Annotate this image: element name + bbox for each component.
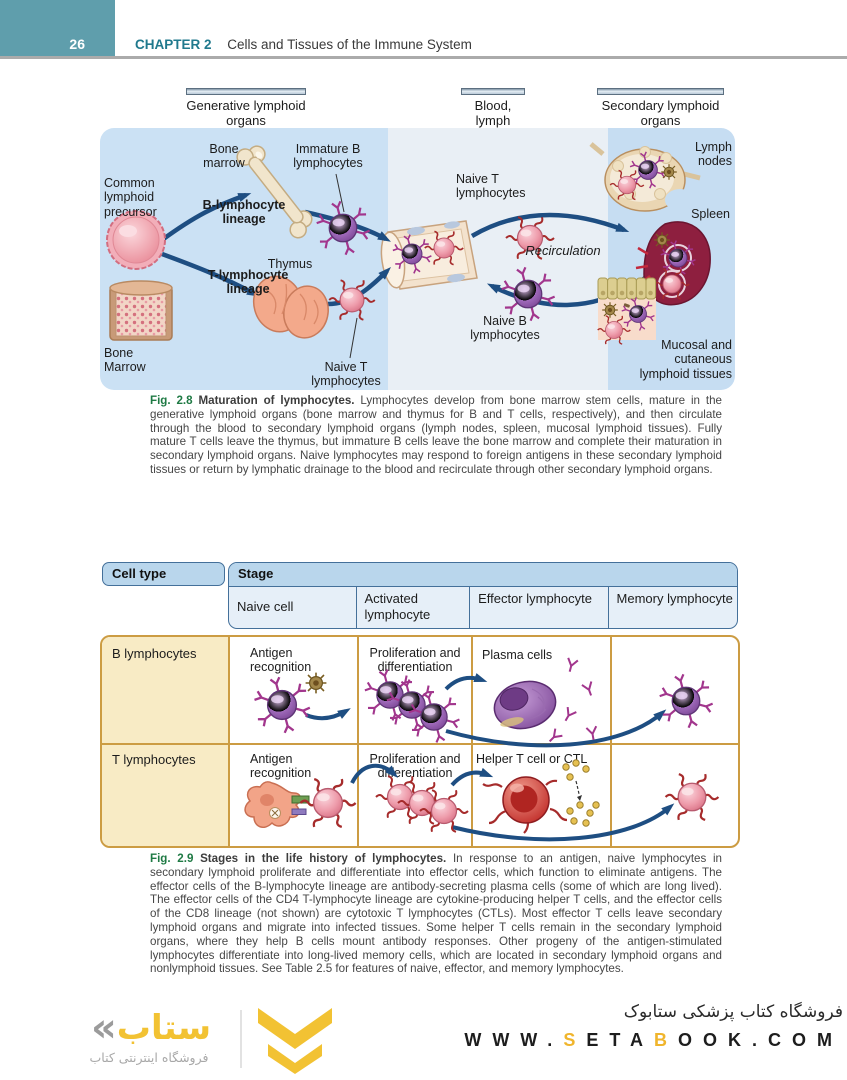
b-naive-stage-label: Antigen recognition	[250, 646, 312, 675]
label-naive-b-lymphocytes: Naive B lymphocytes	[470, 314, 540, 343]
chapter-title: Cells and Tissues of the Immune System	[227, 37, 472, 52]
row-divider	[102, 743, 738, 745]
figure-2-9-caption: Fig. 2.9 Stages in the life history of l…	[150, 852, 722, 976]
antigen-presenting-cell-icon	[244, 781, 310, 828]
logo-wordmark: ستاب	[116, 1008, 212, 1048]
b-activated-stage-label: Proliferation and differentiation	[369, 646, 461, 675]
figure-2-9-illustration	[244, 656, 720, 842]
setabook-emblem-icon	[258, 1008, 332, 1074]
helper-t-cell-icon	[482, 776, 568, 834]
column-divider	[610, 637, 612, 846]
column-divider	[471, 637, 473, 846]
b-row-arrows	[305, 673, 667, 748]
figure-2-8-illustration	[106, 142, 711, 359]
row-label-t-lymphocytes: T lymphocytes	[112, 752, 196, 767]
column-header-blood-lymph: Blood, lymph	[461, 84, 525, 143]
page-number-block: 26	[0, 0, 115, 56]
naive-t-cell-icon	[299, 776, 357, 830]
table-header-stage: Stage Naive cell Activated lymphocyte Ef…	[228, 562, 738, 629]
header-rule	[0, 56, 847, 59]
cytokine-icons	[562, 759, 600, 827]
page-number: 26	[69, 36, 85, 52]
plasma-cell-icon	[493, 680, 557, 730]
bone-icon	[236, 145, 313, 239]
t-naive-stage-label: Antigen recognition	[250, 752, 312, 781]
website-url: WWW.SETABOOK.COM	[464, 1030, 843, 1050]
stage-column-effector: Effector lymphocyte	[469, 587, 607, 628]
figure-2-8-caption: Fig. 2.8 Maturation of lymphocytes. Lymp…	[150, 394, 722, 476]
column-divider	[357, 637, 359, 846]
store-title-persian: فروشگاه کتاب پزشکی ستابوک	[623, 1002, 843, 1022]
table-header-cell-type: Cell type	[102, 562, 225, 586]
spleen-icon	[635, 221, 711, 306]
lymph-node-icon	[589, 142, 701, 212]
footer-store-info: فروشگاه کتاب پزشکی ستابوک WWW.SETABOOK.C…	[464, 1002, 843, 1051]
mucosal-tissue-icon	[596, 277, 657, 346]
stage-header-label: Stage	[229, 563, 737, 587]
label-mucosal-tissues: Mucosal and cutaneous lymphoid tissues	[639, 338, 732, 381]
column-header-secondary: Secondary lymphoid organs	[597, 84, 724, 143]
label-b-lymphocyte-lineage: B-lymphocyte lineage	[202, 198, 286, 227]
label-lymph-nodes: Lymph nodes	[694, 140, 732, 169]
figure-2-9-caption-lead: Fig. 2.9	[150, 852, 194, 865]
label-recirculation: Recirculation	[525, 243, 601, 258]
t-row-arrows	[350, 763, 675, 842]
stage-column-activated: Activated lymphocyte	[355, 587, 470, 628]
common-lymphoid-precursor-icon	[106, 210, 166, 270]
label-t-lymphocyte-lineage: T-lymphocyte lineage	[207, 268, 289, 297]
chapter-label: CHAPTER 2	[135, 37, 212, 52]
naive-b-cell-icon	[253, 675, 312, 735]
label-pointer-lines	[335, 173, 358, 359]
label-bone-marrow-top: Bone marrow	[203, 142, 245, 171]
label-naive-t-lymphocytes-left: Naive T lymphocytes	[311, 360, 381, 389]
stage-column-naive: Naive cell	[237, 599, 294, 614]
figure-2-8-caption-lead: Fig. 2.8	[150, 394, 193, 407]
logo-chevron-mark: «	[90, 1005, 117, 1051]
label-naive-t-lymphocytes-mid: Naive T lymphocytes	[456, 172, 526, 201]
setabook-logo: « ستاب	[70, 1006, 232, 1050]
stage-column-memory: Memory lymphocyte	[607, 587, 737, 628]
t-effector-stage-label: Helper T cell or CTL	[476, 752, 588, 766]
column-header-generative: Generative lymphoid organs	[186, 84, 306, 143]
thymus-icon	[252, 275, 329, 339]
logo-tagline: فروشگاه اینترنتی کتاب	[89, 1050, 209, 1065]
logo-divider	[240, 1010, 242, 1068]
bone-marrow-block-icon	[109, 280, 173, 341]
label-bone-marrow-bottom: Bone Marrow	[104, 346, 146, 375]
label-spleen: Spleen	[691, 207, 730, 221]
memory-b-cell-icon	[658, 673, 714, 729]
label-thymus: Thymus	[267, 257, 313, 271]
antigen-icon	[304, 671, 328, 695]
row-label-b-lymphocytes: B lymphocytes	[112, 646, 197, 661]
proliferating-b-cells-icon	[363, 668, 461, 744]
cell-type-column	[102, 637, 230, 846]
blood-vessel-icon	[380, 220, 478, 290]
chapter-heading: CHAPTER 2 Cells and Tissues of the Immun…	[135, 37, 472, 52]
b-effector-stage-label: Plasma cells	[482, 648, 553, 662]
label-immature-b-lymphocytes: Immature B lymphocytes	[293, 142, 363, 171]
label-common-lymphoid-precursor: Common lymphoid precursor	[104, 176, 157, 219]
memory-t-cell-icon	[664, 771, 720, 823]
